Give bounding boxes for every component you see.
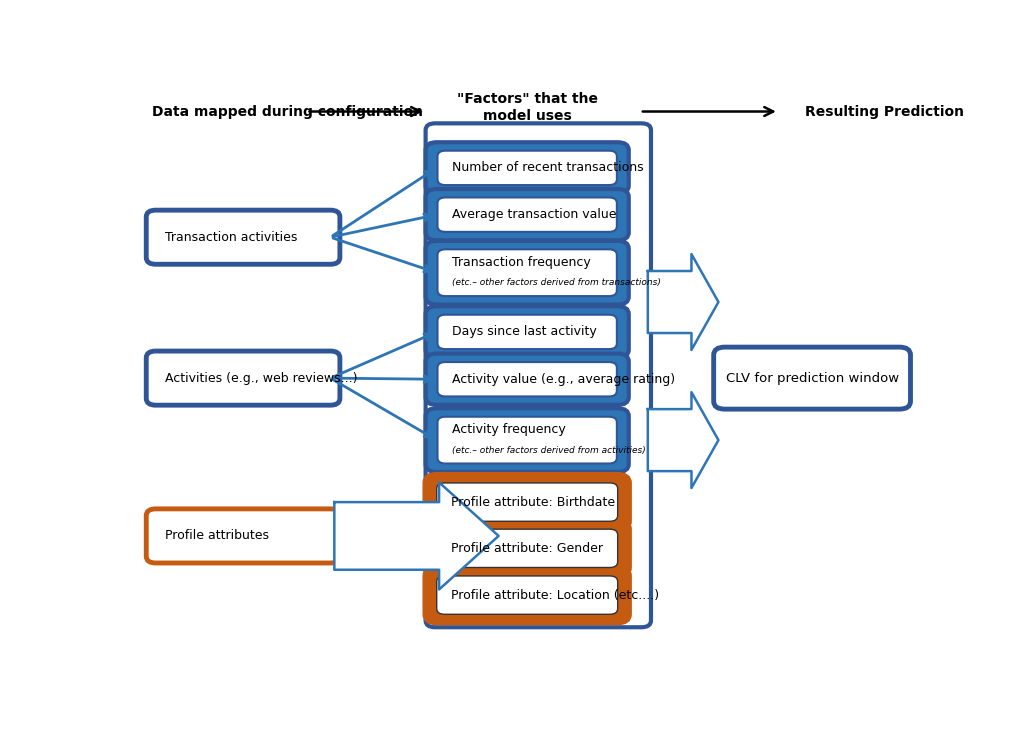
FancyBboxPatch shape xyxy=(437,315,616,349)
FancyBboxPatch shape xyxy=(146,509,340,563)
Text: Profile attributes: Profile attributes xyxy=(165,529,269,542)
Text: Days since last activity: Days since last activity xyxy=(452,326,597,338)
FancyBboxPatch shape xyxy=(146,210,340,264)
FancyBboxPatch shape xyxy=(437,151,616,185)
FancyBboxPatch shape xyxy=(426,124,651,627)
FancyBboxPatch shape xyxy=(714,347,910,409)
Text: Profile attribute: Location (etc....): Profile attribute: Location (etc....) xyxy=(451,589,659,602)
Text: Number of recent transactions: Number of recent transactions xyxy=(452,161,643,174)
FancyBboxPatch shape xyxy=(437,198,616,232)
Text: per Profile
activities mapped to the
model: per Profile activities mapped to the mod… xyxy=(457,598,577,632)
Text: (etc.– other factors derived from activities): (etc.– other factors derived from activi… xyxy=(452,446,645,455)
FancyBboxPatch shape xyxy=(436,529,617,567)
Text: Transaction frequency: Transaction frequency xyxy=(452,256,591,269)
Text: Activity frequency: Activity frequency xyxy=(452,424,565,436)
FancyBboxPatch shape xyxy=(426,241,629,305)
Text: Activity value (e.g., average rating): Activity value (e.g., average rating) xyxy=(452,373,675,386)
FancyBboxPatch shape xyxy=(437,250,616,296)
FancyBboxPatch shape xyxy=(426,408,629,472)
Text: Activities (e.g., web reviews...): Activities (e.g., web reviews...) xyxy=(165,372,357,384)
Text: Data mapped during configuration: Data mapped during configuration xyxy=(152,105,423,119)
FancyBboxPatch shape xyxy=(146,351,340,406)
Text: "Factors" that the
model uses: "Factors" that the model uses xyxy=(457,92,598,123)
Text: Profile attribute: Gender: Profile attribute: Gender xyxy=(451,542,603,555)
Polygon shape xyxy=(334,482,499,589)
Polygon shape xyxy=(648,254,719,350)
FancyBboxPatch shape xyxy=(426,306,629,357)
Text: CLV for prediction window: CLV for prediction window xyxy=(726,372,899,384)
FancyBboxPatch shape xyxy=(426,354,629,405)
Text: (etc.– other factors derived from transactions): (etc.– other factors derived from transa… xyxy=(452,278,660,288)
FancyBboxPatch shape xyxy=(426,475,629,529)
Text: Transaction activities: Transaction activities xyxy=(165,231,298,244)
FancyBboxPatch shape xyxy=(426,189,629,240)
Text: Resulting Prediction: Resulting Prediction xyxy=(805,105,964,119)
FancyBboxPatch shape xyxy=(437,362,616,397)
FancyBboxPatch shape xyxy=(436,576,617,614)
FancyBboxPatch shape xyxy=(426,521,629,575)
Text: Profile attribute: Birthdate: Profile attribute: Birthdate xyxy=(451,496,615,509)
FancyBboxPatch shape xyxy=(436,483,617,521)
Polygon shape xyxy=(648,392,719,488)
FancyBboxPatch shape xyxy=(426,142,629,193)
FancyBboxPatch shape xyxy=(426,568,629,622)
FancyBboxPatch shape xyxy=(437,417,616,463)
Text: Average transaction value: Average transaction value xyxy=(452,208,616,221)
